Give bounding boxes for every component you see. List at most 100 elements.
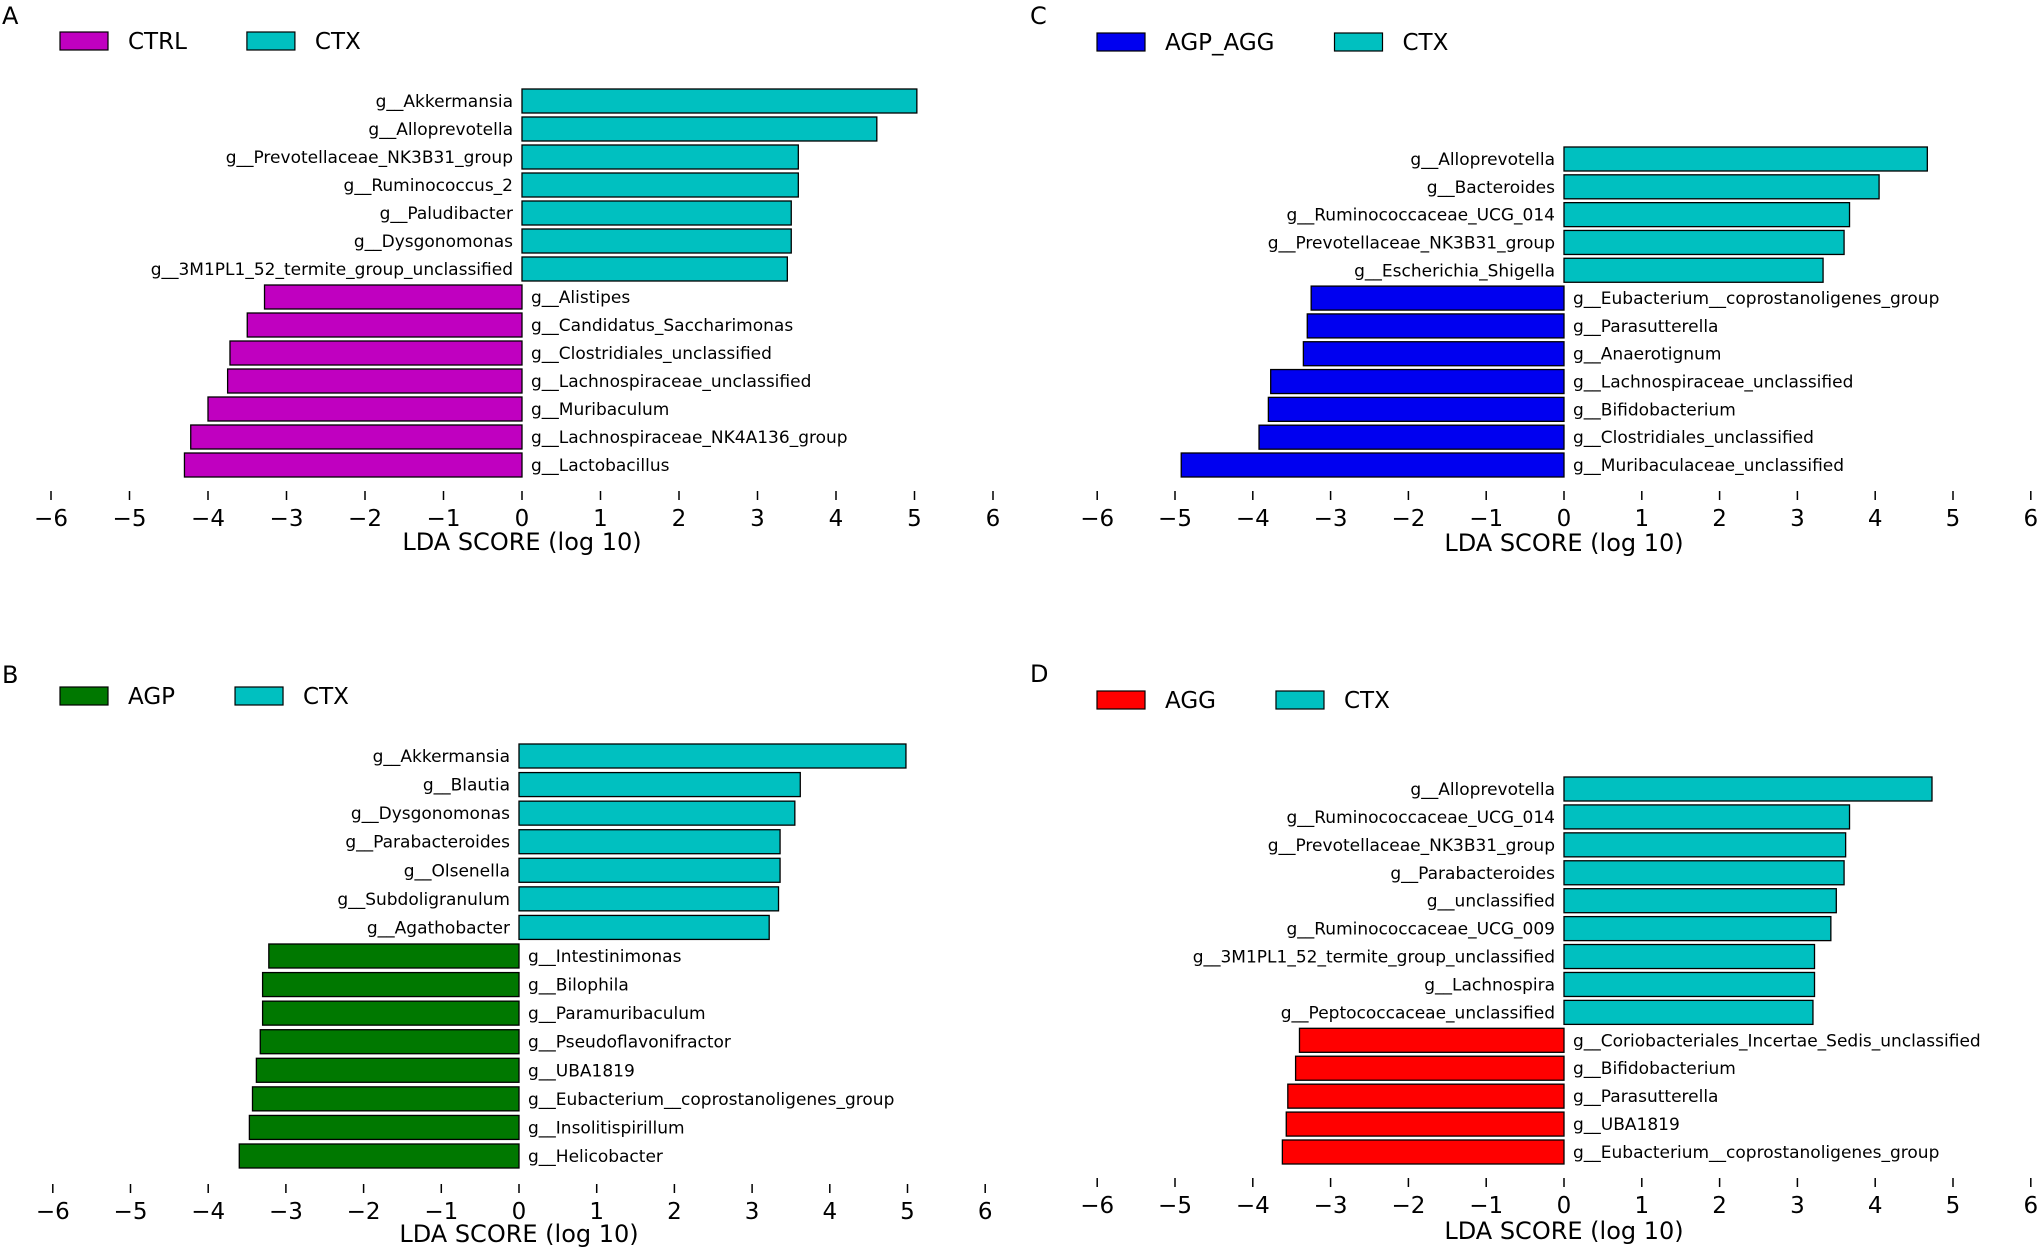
x-tick-label: −3 <box>1314 1193 1348 1219</box>
bar <box>518 800 796 826</box>
bar <box>518 886 780 912</box>
x-tick-label: −6 <box>1080 506 1114 532</box>
legend-swatch-agp <box>59 686 109 706</box>
legend-swatch-agg <box>1096 690 1146 710</box>
bar-label: g__Alloprevotella <box>1410 780 1555 800</box>
x-tick-label: −5 <box>113 506 147 532</box>
bar <box>518 829 781 855</box>
bar <box>207 396 523 422</box>
x-tick-label: 6 <box>2023 1193 2038 1219</box>
bar-label: g__Prevotellaceae_NK3B31_group <box>1268 233 1555 253</box>
panel-c: C AGP_AGG CTX g__Alloprevotella g__Bacteroid… <box>1030 2 2038 557</box>
bar-label: g__Akkermansia <box>376 92 513 112</box>
x-tick-label: −4 <box>191 506 225 532</box>
bar-label: g__Peptococcaceae_unclassified <box>1281 1003 1555 1023</box>
legend-swatch-ctx <box>1333 32 1384 52</box>
x-tick-label: −6 <box>1080 1193 1114 1219</box>
bar-label: g__Alistipes <box>531 288 630 308</box>
legend-swatch-ctx <box>234 686 284 706</box>
bar-label: g__Ruminococcus_2 <box>344 176 513 196</box>
bar-label: g__Paludibacter <box>380 204 513 224</box>
bar-label: g__Prevotellaceae_NK3B31_group <box>226 148 513 168</box>
bar <box>1563 943 1816 970</box>
x-tick-label: −2 <box>1391 1193 1425 1219</box>
bar-label: g__Alloprevotella <box>368 120 513 140</box>
x-tick-label: 2 <box>672 506 687 532</box>
bar-label: g__Parasutterella <box>1573 317 1718 337</box>
legend-label: AGP_AGG <box>1165 30 1275 56</box>
x-tick-label: 2 <box>1712 1193 1727 1219</box>
bar <box>1281 1139 1565 1165</box>
panel-letter: A <box>2 2 19 30</box>
bar-label: g__Dysgonomonas <box>354 232 513 252</box>
bar <box>521 172 799 198</box>
bar <box>1287 1083 1565 1109</box>
legend-label: CTX <box>1344 688 1390 714</box>
x-tick-label: −1 <box>1469 506 1503 532</box>
bar-label: g__Olsenella <box>404 861 510 881</box>
bar <box>1294 1055 1565 1081</box>
bar <box>521 228 792 254</box>
x-tick-label: 0 <box>1557 1193 1572 1219</box>
legend-swatch-agp-agg <box>1096 32 1146 52</box>
bar-label: g__Eubacterium__coprostanoligenes_group <box>528 1090 894 1110</box>
x-tick-label: 4 <box>1868 1193 1883 1219</box>
bar-label: g__Lachnospiraceae_unclassified <box>1573 373 1853 393</box>
x-tick-label: 1 <box>1634 1193 1649 1219</box>
bar <box>263 284 523 310</box>
bar-label: g__3M1PL1_52_termite_group_unclassified <box>1193 948 1555 968</box>
bar <box>229 340 523 366</box>
x-tick-label: −1 <box>427 506 461 532</box>
x-axis-title: LDA SCORE (log 10) <box>402 528 641 556</box>
bar <box>226 368 523 394</box>
legend-label: CTRL <box>128 29 187 55</box>
x-tick-label: −2 <box>347 1199 381 1225</box>
bar-label: g__3M1PL1_52_termite_group_unclassified <box>151 260 513 280</box>
bar <box>246 312 523 338</box>
bar <box>521 88 918 114</box>
bar <box>1563 201 1851 228</box>
x-tick-label: 0 <box>512 1199 527 1225</box>
x-axis-title: LDA SCORE (log 10) <box>1444 1217 1683 1245</box>
x-tick-label: −6 <box>34 506 68 532</box>
panel-a: A CTRL CTX g__Akkermansia g__Alloprevotellag… <box>2 2 1000 556</box>
bar-label: g__Coriobacteriales_Incertae_Sedis_uncla… <box>1573 1031 1981 1051</box>
legend-swatch-ctx <box>1275 690 1325 710</box>
bar <box>261 971 520 998</box>
bar-label: g__Bifidobacterium <box>1573 1059 1736 1079</box>
bar <box>1563 257 1824 283</box>
bar-label: g__Ruminococcaceae_UCG_014 <box>1286 808 1555 828</box>
bar <box>1310 285 1565 311</box>
x-tick-label: 1 <box>589 1199 604 1225</box>
bar-label: g__Intestinimonas <box>528 947 682 967</box>
x-tick-label: 1 <box>1634 506 1649 532</box>
x-tick-label: 1 <box>593 506 608 532</box>
bar <box>518 914 770 941</box>
bar-label: g__Helicobacter <box>528 1147 663 1167</box>
bar <box>1563 999 1814 1026</box>
x-tick-label: −5 <box>1158 1193 1192 1219</box>
x-tick-label: 3 <box>750 506 765 532</box>
bar <box>1563 776 1933 802</box>
bar <box>1302 341 1565 367</box>
bar-label: g__Lachnospiraceae_NK4A136_group <box>531 428 848 448</box>
bar-label: g__Alloprevotella <box>1410 150 1555 170</box>
bar-label: g__Escherichia_Shigella <box>1354 261 1555 281</box>
panel-letter: C <box>1030 2 1047 30</box>
bar-label: g__Clostridiales_unclassified <box>531 344 772 364</box>
bar <box>1563 229 1845 256</box>
bar-label: g__Dysgonomonas <box>351 804 510 824</box>
x-tick-label: −6 <box>36 1199 70 1225</box>
bar <box>1267 396 1565 423</box>
x-tick-label: −4 <box>1236 506 1270 532</box>
x-axis-title: LDA SCORE (log 10) <box>399 1220 638 1248</box>
bar-label: g__Candidatus_Saccharimonas <box>531 316 793 336</box>
legend-label: AGP <box>128 684 175 710</box>
bar <box>1258 424 1565 450</box>
bar-label: g__Parabacteroides <box>1390 864 1555 884</box>
bar <box>521 200 792 226</box>
bar-label: g__Parasutterella <box>1573 1087 1718 1107</box>
bar-label: g__Insolitispirillum <box>528 1118 685 1138</box>
bar <box>255 1057 520 1083</box>
bar <box>518 857 781 883</box>
